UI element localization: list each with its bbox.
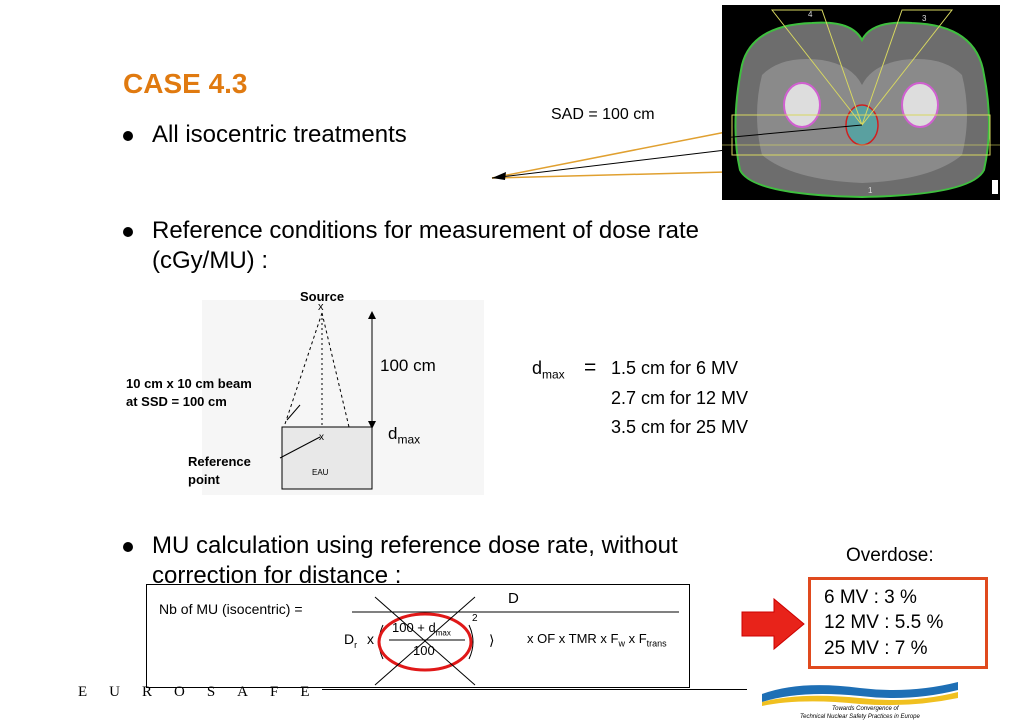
footer-tagline-line1: Towards Convergence of <box>832 706 899 712</box>
ct-scan-image: 4 3 1 <box>722 5 1000 200</box>
dmax-symbol-d: d <box>532 358 543 378</box>
dmax-equals: = <box>584 356 597 379</box>
bullet-reference-conditions: Reference conditions for measurement of … <box>123 216 843 278</box>
diagram-beam-label: 10 cm x 10 cm beam at SSD = 100 cm <box>126 376 252 409</box>
dmax-symbol-sub: max <box>542 367 565 382</box>
bullet-dot <box>123 542 133 552</box>
bullet-text: All isocentric treatments <box>152 121 407 148</box>
dmax-12mv: 2.7 cm for 12 MV <box>611 388 749 408</box>
ct-scan-graphic: 4 3 1 <box>722 5 1000 200</box>
red-arrow <box>741 597 805 651</box>
diagram-water-label: EAU <box>312 468 329 477</box>
bullet-dot <box>123 227 133 237</box>
ct-beam-label-3: 3 <box>922 14 927 23</box>
formula-rest-x: x F <box>624 631 647 646</box>
footer-wave-logo <box>762 682 958 706</box>
overdose-6mv: 6 MV : 3 % <box>824 587 917 608</box>
overdose-box: 6 MV : 3 % 12 MV : 5.5 % 25 MV : 7 % <box>808 577 988 669</box>
bullet-dot <box>123 131 133 141</box>
formula-numerator: D <box>508 590 519 607</box>
bullet-text-line2: (cGy/MU) : <box>152 247 268 274</box>
diagram-distance-label: 100 cm <box>380 356 436 375</box>
slide-title: CASE 4.3 <box>123 68 248 99</box>
diagram-beam-label-line1: 10 cm x 10 cm beam <box>126 376 252 391</box>
diagram-dmax-symbol: d <box>388 424 398 443</box>
dmax-6mv: 1.5 cm for 6 MV <box>611 358 739 378</box>
diagram-dmax-label: dmax <box>388 424 420 446</box>
ct-beam-label-4: 4 <box>808 10 813 19</box>
formula-exponent: 2 <box>472 613 478 624</box>
diagram-beam-label-line2: at SSD = 100 cm <box>126 394 227 409</box>
diagram-source-mark: x <box>318 301 324 313</box>
bullet-text: MU calculation using reference dose rate… <box>152 532 678 559</box>
formula-rest-trans: trans <box>646 638 667 649</box>
diagram-reference-line1: Reference <box>188 454 251 469</box>
formula-dr-symbol: D <box>344 631 355 647</box>
dmax-values: dmax = 1.5 cm for 6 MV 2.7 cm for 12 MV … <box>532 356 822 446</box>
dmax-symbol: dmax <box>532 358 565 382</box>
dmax-25mv: 3.5 cm for 25 MV <box>611 417 749 437</box>
formula-trailing-paren: ⟩ <box>489 632 494 648</box>
diagram-reference-label: Reference point <box>188 454 251 487</box>
overdose-25mv: 25 MV : 7 % <box>824 638 928 659</box>
footer-rule <box>322 689 747 690</box>
mu-formula-box: Nb of MU (isocentric) = D ⟩ Dr x 100 + d… <box>146 584 690 688</box>
formula-inner-numerator: 100 + dmax <box>392 620 451 638</box>
formula-rest-w: w <box>618 638 625 649</box>
footer-tagline-line2: Technical Nuclear Safety Practices in Eu… <box>800 714 920 720</box>
formula-graphics: ⟩ <box>352 596 679 686</box>
formula-rest: x OF x TMR x Fw x Ftrans <box>527 631 667 649</box>
sad-lines <box>491 131 727 180</box>
footer-logo: Towards Convergence of Technical Nuclear… <box>760 680 960 724</box>
diagram-lines <box>202 300 484 495</box>
reference-diagram: Source x 100 cm 10 cm x 10 cm beam at SS… <box>122 285 487 495</box>
diagram-reference-line2: point <box>188 472 220 487</box>
diagram-dmax-sub: max <box>397 432 421 447</box>
formula-inner-num-text: 100 + d <box>392 620 436 635</box>
formula-inner-denominator: 100 <box>413 643 435 658</box>
overdose-12mv: 12 MV : 5.5 % <box>824 612 944 633</box>
formula-dr: Dr <box>344 631 357 650</box>
formula-times: x <box>367 631 374 647</box>
formula-lhs: Nb of MU (isocentric) = <box>159 601 303 617</box>
formula-dr-sub: r <box>354 639 358 650</box>
sad-label: SAD = 100 cm <box>551 106 655 123</box>
diagram-source-label: Source <box>300 289 345 304</box>
formula-rest-text: x OF x TMR x F <box>527 631 619 646</box>
bullet-text: Reference conditions for measurement of … <box>152 217 699 244</box>
footer-brand: EUROSAFE <box>78 684 332 700</box>
bullet-isocentric: All isocentric treatments <box>123 120 543 152</box>
overdose-title: Overdose: <box>846 545 934 566</box>
ct-beam-label-1: 1 <box>868 186 873 195</box>
diagram-ref-mark: x <box>319 432 324 443</box>
formula-inner-num-sub: max <box>435 628 451 638</box>
